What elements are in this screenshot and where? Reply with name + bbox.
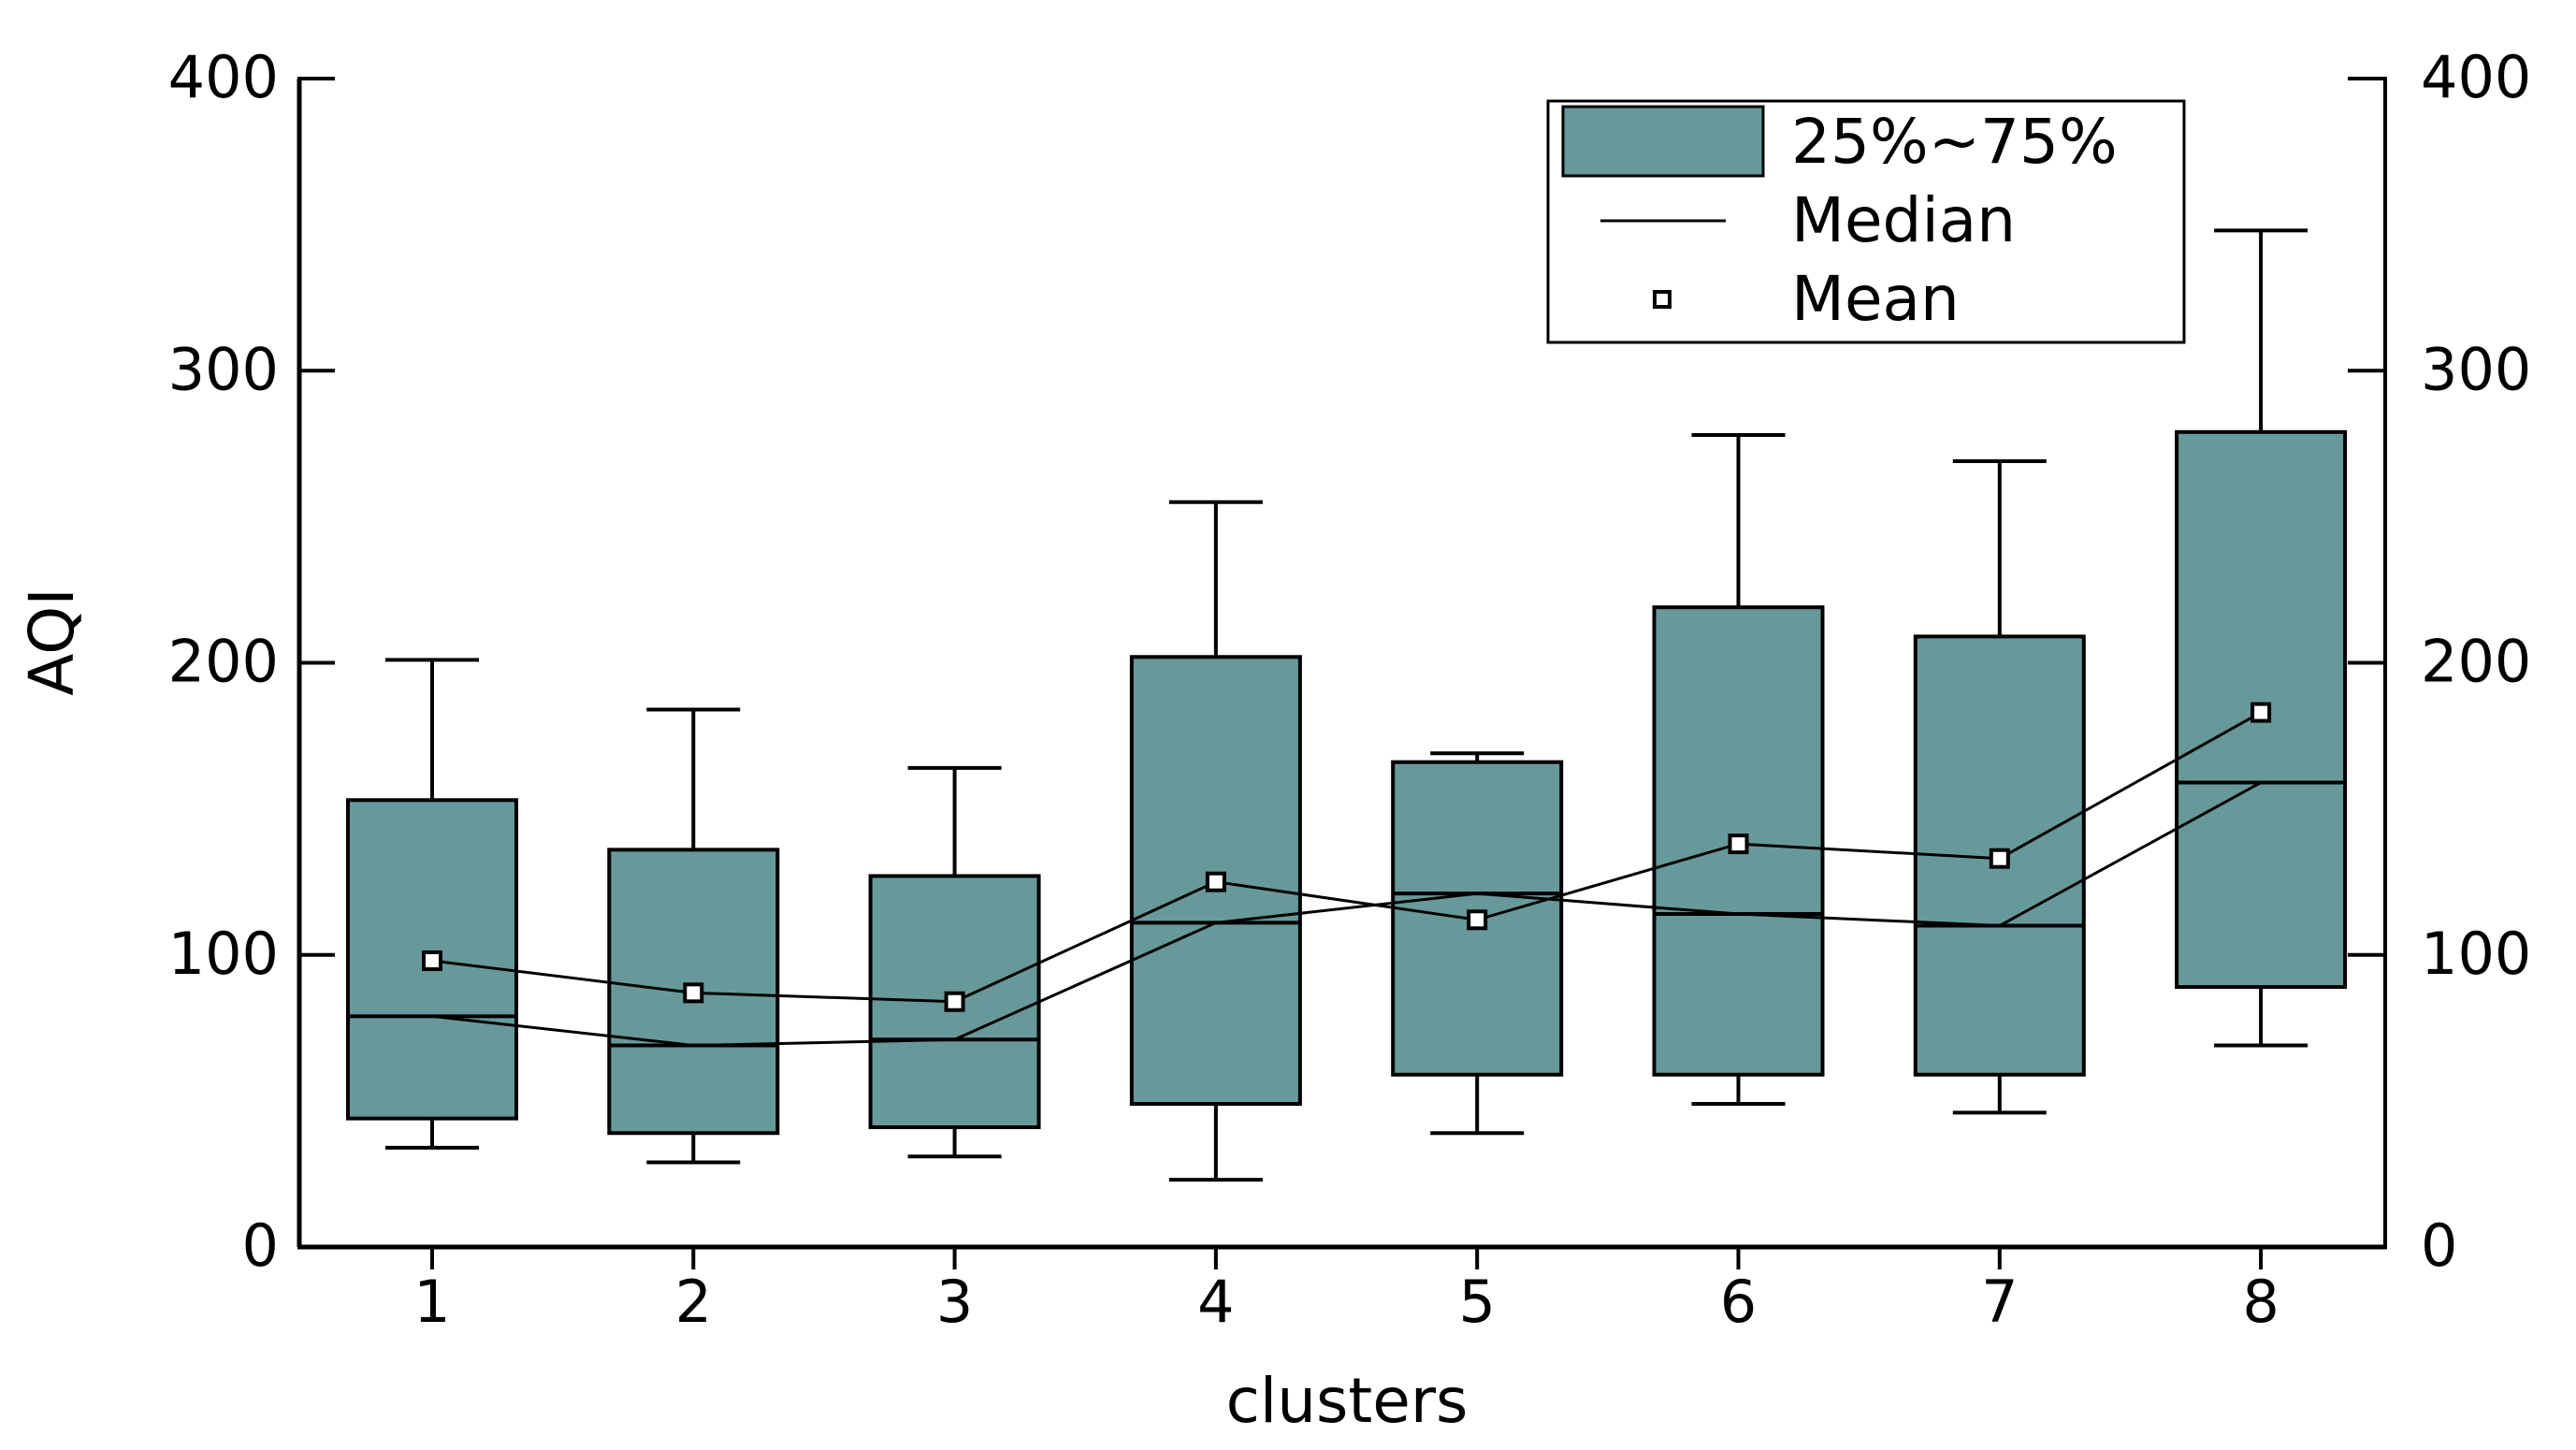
x-tick-label: 7 [1981, 1268, 2018, 1336]
x-tick-label: 4 [1197, 1268, 1234, 1336]
x-axis-title: clusters [1226, 1365, 1469, 1437]
mean-marker [2250, 702, 2272, 723]
y-tick-label-right: 0 [2421, 1211, 2457, 1280]
mean-marker [944, 991, 965, 1012]
box-iqr [1391, 760, 1564, 1077]
legend-label: Mean [1791, 263, 1960, 335]
mean-marker [422, 950, 442, 971]
x-tick-label: 1 [413, 1268, 450, 1336]
median-connecting-line [431, 781, 2262, 1048]
mean-marker [1205, 871, 1226, 892]
x-tick-label: 2 [675, 1268, 712, 1336]
mean-marker [1467, 909, 1488, 931]
y-tick-label-right: 200 [2421, 628, 2531, 696]
y-tick-label-right: 400 [2421, 43, 2531, 111]
series-lines-group [422, 702, 2272, 1048]
legend-label: 25%~75% [1791, 106, 2118, 178]
y-tick-label-left: 400 [168, 43, 279, 111]
axes-group: 0 0 100 100 200 200 300 300 400 400 1 2 3 4 5 6 7 8 [168, 43, 2532, 1336]
y-tick-label-left: 200 [168, 628, 279, 696]
y-tick-label-right: 100 [2421, 920, 2531, 988]
legend-swatch-box [1561, 105, 1765, 178]
mean-marker [1728, 834, 1749, 855]
y-tick-label-left: 300 [168, 335, 279, 403]
y-axis-title: AQI [16, 587, 88, 695]
x-tick-label: 6 [1720, 1268, 1757, 1336]
x-tick-label: 3 [936, 1268, 973, 1336]
legend-swatch-marker [1653, 290, 1672, 309]
x-tick-label: 8 [2242, 1268, 2279, 1336]
mean-connecting-line [431, 711, 2262, 1004]
y-tick-label-left: 0 [242, 1211, 279, 1280]
y-tick-label-right: 300 [2421, 335, 2531, 403]
mean-marker [1989, 848, 2010, 869]
mean-marker [683, 982, 704, 1004]
legend-label: Median [1791, 184, 2016, 256]
x-tick-label: 5 [1458, 1268, 1495, 1336]
y-tick-label-left: 100 [168, 920, 279, 988]
